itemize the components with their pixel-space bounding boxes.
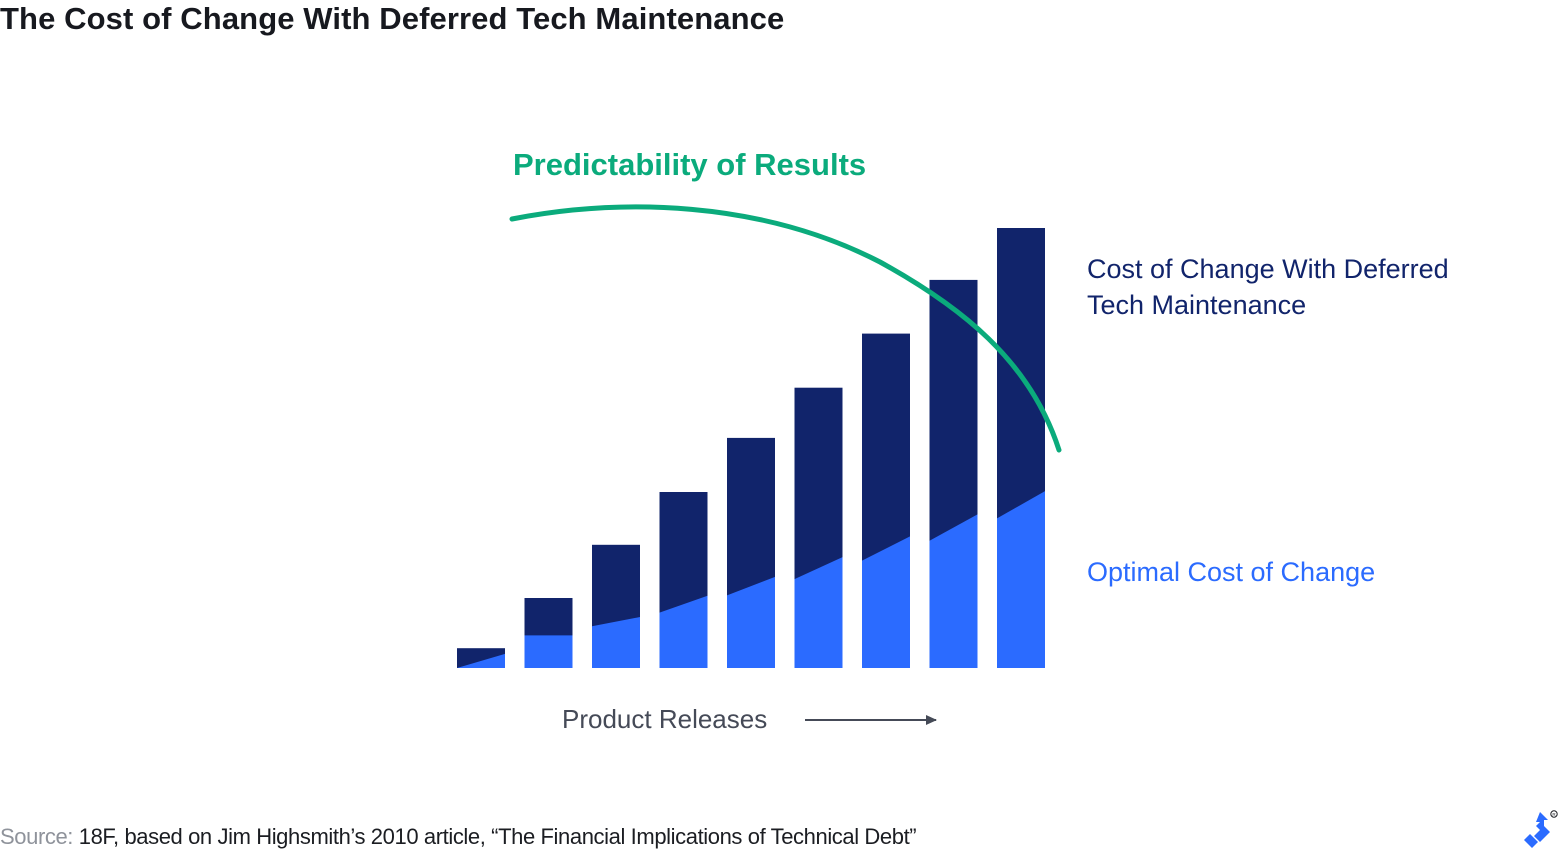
bars-group bbox=[457, 228, 1045, 668]
source-text: 18F, based on Jim Highsmith’s 2010 artic… bbox=[73, 824, 917, 849]
brand-logo-icon: R bbox=[1524, 810, 1558, 848]
source-note: Source: 18F, based on Jim Highsmith’s 20… bbox=[0, 823, 917, 851]
predictability-label: Predictability of Results bbox=[513, 147, 866, 182]
legend-optimal-label: Optimal Cost of Change bbox=[1087, 557, 1375, 587]
legend-deferred-line-1: Cost of Change With Deferred bbox=[1087, 254, 1449, 284]
bar-optimal-9 bbox=[997, 491, 1045, 668]
bar-optimal-3 bbox=[592, 617, 640, 668]
bar-optimal-5 bbox=[727, 576, 775, 668]
bar-optimal-6 bbox=[794, 557, 843, 668]
legend-deferred-line-2: Tech Maintenance bbox=[1087, 290, 1306, 320]
page-title: The Cost of Change With Deferred Tech Ma… bbox=[0, 1, 785, 36]
bar-optimal-2 bbox=[524, 635, 573, 668]
predictability-curve bbox=[509, 204, 1062, 453]
svg-text:R: R bbox=[1552, 812, 1556, 817]
chart: Predictability of Results Cost of Change… bbox=[457, 147, 1456, 734]
legend-deferred-label: Cost of Change With Deferred Tech Mainte… bbox=[1087, 254, 1456, 320]
source-label: Source: bbox=[0, 824, 74, 849]
bar-optimal-8 bbox=[929, 514, 978, 668]
bar-optimal-1 bbox=[457, 653, 505, 668]
bar-optimal-4 bbox=[659, 595, 708, 668]
x-axis-label: Product Releases bbox=[562, 704, 767, 734]
bar-optimal-7 bbox=[862, 536, 910, 668]
